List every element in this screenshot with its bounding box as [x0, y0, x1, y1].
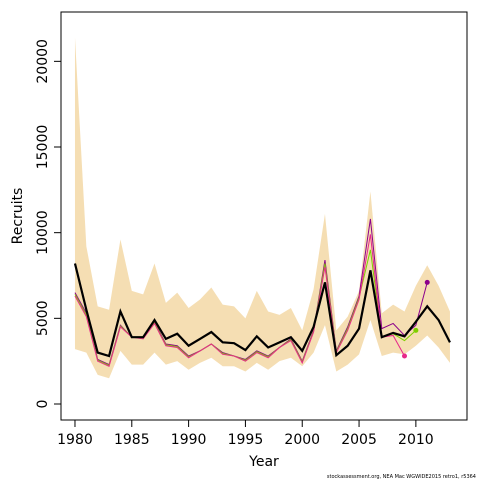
y-tick-label: 15000	[35, 125, 51, 170]
x-tick-label: 1995	[228, 432, 264, 448]
x-tick-label: 2005	[341, 432, 377, 448]
x-tick-label: 2010	[398, 432, 434, 448]
y-tick-label: 10000	[35, 210, 51, 255]
footnote: stockassessment.org, NEA Mac WGWIDE2015 …	[327, 474, 476, 480]
x-tick-label: 2000	[284, 432, 320, 448]
x-tick-label: 1990	[171, 432, 207, 448]
y-tick-label: 20000	[35, 39, 51, 84]
endpoint	[424, 279, 430, 285]
endpoint	[402, 353, 408, 359]
y-tick-label: 0	[35, 400, 51, 409]
endpoint	[413, 327, 419, 333]
x-axis-label: Year	[248, 454, 279, 470]
y-tick-label: 5000	[35, 301, 51, 337]
x-tick-label: 1985	[114, 432, 150, 448]
series-line	[73, 263, 451, 358]
confidence-band	[74, 37, 450, 379]
y-axis-label: Recruits	[10, 188, 26, 245]
x-tick-label: 1980	[57, 432, 93, 448]
